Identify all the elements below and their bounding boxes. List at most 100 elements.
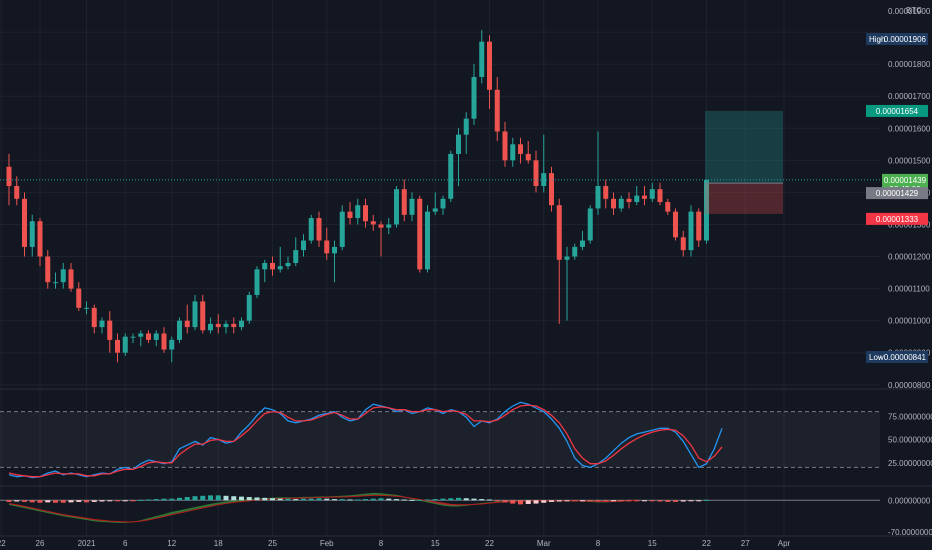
candle (99, 317, 105, 334)
candle (107, 311, 113, 353)
candle (556, 198, 562, 324)
candle-body (316, 218, 322, 241)
candle (262, 259, 268, 283)
signal-line (8, 494, 637, 523)
candle-body (130, 336, 136, 338)
candle (231, 317, 237, 334)
candle (153, 330, 159, 347)
macd-histogram-bar (471, 498, 477, 501)
macd-histogram-bar (642, 500, 647, 502)
macd-histogram-bar (231, 496, 237, 501)
osc-band-fill (0, 411, 880, 468)
candle (580, 230, 585, 251)
macd-histogram-bar (549, 500, 554, 502)
macd-histogram-bar (626, 500, 632, 502)
take-profit-tag: 0.00001654 (866, 104, 928, 117)
candle-body (122, 336, 128, 353)
candle (192, 295, 198, 331)
candle-body (68, 269, 74, 289)
low-tag: Low- 0.00000841 (866, 351, 928, 363)
candle (301, 234, 306, 257)
macd-histogram-bar (60, 500, 66, 503)
candle (277, 246, 283, 273)
macd-histogram-bar (510, 500, 516, 504)
candle-body (347, 211, 353, 219)
candle-body (184, 320, 190, 328)
entry-tag-bg (866, 187, 928, 200)
macd-tick-label: -70.00000000 (888, 528, 932, 537)
candle (696, 208, 702, 247)
macd-histogram-bar (254, 497, 260, 501)
macd-histogram-bar (99, 500, 105, 502)
macd-histogram-bar (417, 499, 423, 501)
candle (91, 304, 97, 334)
macd-histogram-bar (603, 500, 609, 502)
candle (161, 327, 167, 353)
high-tag-label: High (869, 35, 885, 44)
stoch-d-line (8, 404, 723, 478)
candle-body (401, 189, 407, 215)
candle-body (200, 301, 206, 331)
time-tick-label: 8 (596, 539, 601, 548)
candle (595, 131, 601, 215)
candle-body (363, 205, 368, 222)
long-position-tool[interactable] (705, 110, 783, 214)
candle (673, 208, 678, 241)
price-tick-label: 0.00000800 (888, 381, 931, 390)
candle (626, 192, 632, 209)
candle (370, 214, 376, 231)
macd-histogram-bar (339, 499, 345, 501)
candle (680, 230, 686, 257)
candle (239, 317, 244, 331)
macd-histogram-bar (161, 498, 167, 501)
candle-body (525, 153, 531, 161)
time-tick-label: 18 (214, 539, 223, 548)
macd-histogram-bar (688, 500, 694, 502)
candle-body (355, 205, 361, 219)
stoch-rsi-pane (0, 401, 880, 479)
candle (587, 205, 593, 244)
macd-histogram-bar (301, 498, 306, 501)
candle-body (293, 250, 299, 263)
macd-histogram-bar (68, 500, 74, 503)
macd-histogram-bar (53, 500, 58, 503)
candle-body (153, 333, 159, 340)
candle (378, 221, 384, 257)
candle (665, 198, 671, 215)
time-axis[interactable]: 22 26 2021 6 12 18 25 Feb 8 15 22 Mar 8 15 22 27 Apr (0, 539, 791, 548)
macd-histogram-bar (425, 499, 430, 501)
macd-histogram-bar (285, 498, 291, 501)
candle-body (107, 320, 113, 340)
macd-histogram-bar (533, 500, 539, 504)
price-tick-label: 0.00001000 (888, 317, 931, 326)
candle-body (254, 269, 260, 296)
candle (308, 214, 314, 244)
candle-body (626, 198, 632, 203)
osc-tick-label: 25.00000000 (888, 459, 932, 468)
macd-histogram-bar (518, 500, 523, 505)
stoch-k-line (8, 401, 723, 479)
macd-histogram-bar (208, 495, 213, 501)
macd-histogram-bar (76, 500, 82, 502)
time-tick-label: 2021 (78, 539, 96, 548)
candle (649, 182, 655, 203)
candle (603, 179, 609, 209)
time-tick-label: 15 (648, 539, 657, 548)
high-tag: High- 0.00001906 (866, 33, 928, 45)
candle (564, 246, 570, 321)
candle (401, 179, 407, 222)
macd-histogram-bar (704, 499, 709, 501)
macd-histogram-bar (618, 500, 624, 502)
time-tick-label: 12 (167, 539, 176, 548)
candle (246, 291, 252, 324)
time-tick-label: 27 (741, 539, 750, 548)
candle (394, 185, 399, 228)
candle (29, 214, 35, 257)
price-tick-label: 0.00001600 (888, 124, 931, 133)
candle-body (223, 323, 229, 328)
candle-body (161, 333, 167, 350)
candle-body (208, 323, 213, 331)
candle-body (688, 211, 694, 251)
